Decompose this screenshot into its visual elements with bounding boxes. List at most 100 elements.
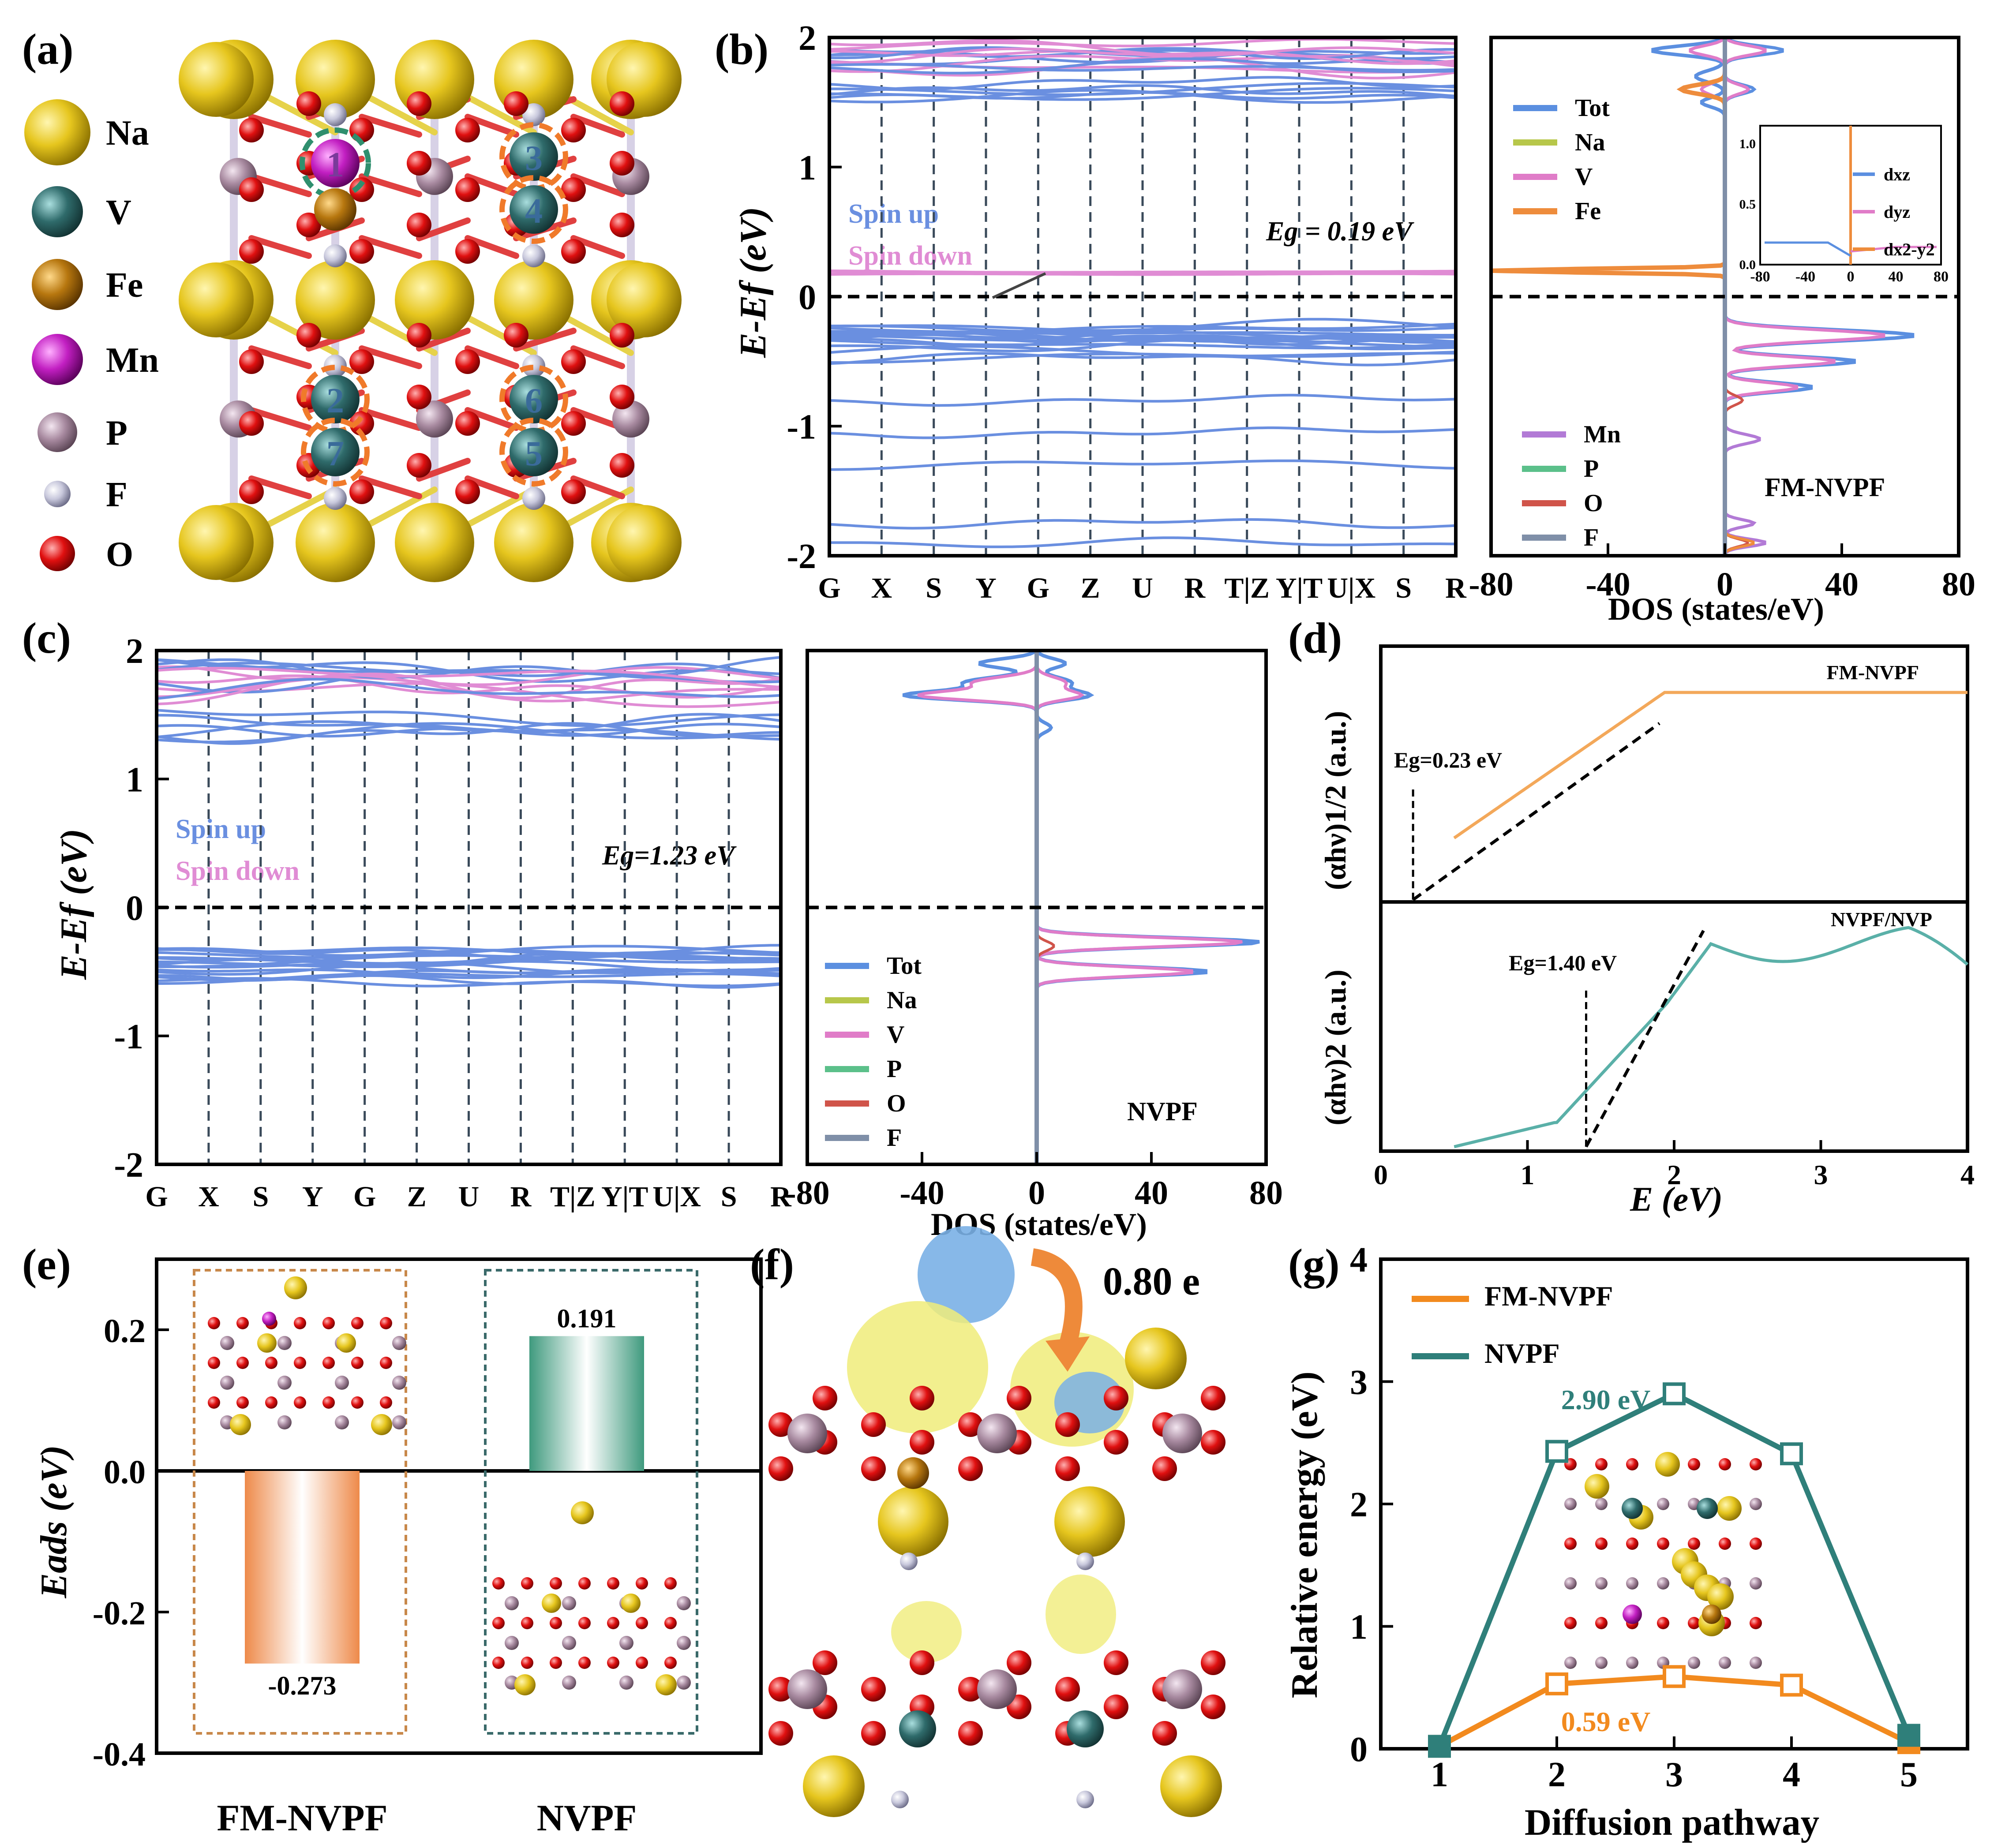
- o-atom: [294, 1396, 306, 1409]
- b-dos-name: FM-NVPF: [1765, 473, 1885, 502]
- y-tick-label: 1: [1350, 1608, 1368, 1647]
- dos-b: DOS (states/eV) FM-NVPF Fe -80 -40 0 40 80 To…: [1469, 36, 1975, 627]
- g-point: [1780, 1442, 1803, 1466]
- o-atom: [265, 1396, 277, 1409]
- band-line: [156, 662, 781, 684]
- o-atom: [236, 1357, 249, 1369]
- band-line: [829, 38, 1456, 51]
- x-tick-label: 1: [1521, 1159, 1535, 1190]
- inset-legend-label: dxz: [1884, 165, 1910, 184]
- x-tick-label: 2: [1548, 1755, 1566, 1794]
- f-atom: [522, 244, 545, 267]
- p-atom: [1564, 1657, 1577, 1669]
- b-dos-legend-tot: Tot: [1575, 94, 1610, 122]
- band-line: [156, 720, 781, 741]
- kpoint-label: S: [721, 1181, 737, 1213]
- v-atom: [899, 1710, 936, 1747]
- o-atom: [910, 1650, 934, 1675]
- d-top-name: FM-NVPF: [1827, 661, 1919, 684]
- x-tick-label: 40: [1825, 566, 1859, 603]
- p-atom: [1162, 1669, 1202, 1709]
- site-number-6: 6: [525, 382, 543, 420]
- o-atom: [1595, 1617, 1608, 1629]
- c-gap-label: Eg=1.23 eV: [602, 841, 737, 871]
- g-point: [1663, 1665, 1686, 1688]
- x-tick-label: 1: [1431, 1755, 1448, 1794]
- p-atom: [612, 400, 649, 438]
- v-atom-icon: [32, 186, 83, 237]
- v-o-bond: [248, 407, 312, 431]
- inset-x-tick-label: 80: [1934, 269, 1949, 285]
- y-tick-label: -1: [114, 1018, 143, 1056]
- p-atom: [1657, 1577, 1669, 1590]
- na-atom: [1054, 1486, 1125, 1557]
- y-tick-label: 2: [798, 19, 816, 58]
- p-atom: [787, 1669, 827, 1709]
- v-o-bond: [570, 475, 625, 499]
- band-structure-b: E-Ef (eV) Spin up Spin down Eg = 0.19 eV…: [732, 19, 1467, 604]
- band-line: [829, 352, 1456, 367]
- b-dos-legend-na: Na: [1575, 129, 1605, 156]
- o-atom: [1007, 1650, 1031, 1675]
- band-line: [156, 722, 781, 744]
- o-atom: [1688, 1617, 1700, 1629]
- e-bar-value-1: 0.191: [557, 1304, 617, 1333]
- band-line: [829, 518, 1456, 530]
- na-atom: [337, 1333, 356, 1353]
- x-tick-label: 80: [1249, 1175, 1283, 1212]
- p-atom: [1564, 1498, 1577, 1510]
- o-atom: [208, 1396, 220, 1409]
- v-o-bond: [570, 114, 625, 138]
- charge-accumulation-blob: [847, 1301, 988, 1433]
- d-bottom-curve: [1454, 926, 1969, 1148]
- o-atom: [910, 1430, 934, 1455]
- band-line: [156, 656, 781, 679]
- o-atom: [349, 118, 374, 142]
- o-atom: [1719, 1538, 1731, 1550]
- panel-label-a: (a): [22, 25, 74, 74]
- o-atom: [1564, 1617, 1577, 1629]
- g-point: [1545, 1672, 1568, 1695]
- inset-x-tick-label: 0: [1847, 269, 1855, 285]
- p-atom: [562, 1636, 576, 1650]
- p-atom: [1750, 1577, 1762, 1590]
- legend-label-mn: Mn: [106, 341, 159, 380]
- v-atom: [510, 375, 558, 423]
- o-atom: [610, 151, 634, 176]
- d-bottom-name: NVPF/NVP: [1831, 908, 1932, 931]
- o-atom: [239, 349, 264, 374]
- na-atom: [656, 1674, 677, 1695]
- o-atom: [636, 1617, 648, 1629]
- f-atom: [900, 1552, 918, 1570]
- band-line: [829, 536, 1456, 548]
- o-atom: [521, 1617, 533, 1629]
- o-atom: [561, 479, 586, 504]
- na-atom: [395, 40, 474, 119]
- o-atom: [349, 239, 374, 264]
- c-y-axis-label: E-Ef (eV): [53, 829, 94, 980]
- o-atom: [1719, 1458, 1731, 1470]
- v-o-bond: [248, 345, 312, 369]
- site-circle: [499, 418, 568, 486]
- x-tick-label: -80: [785, 1175, 829, 1212]
- o-atom: [610, 385, 634, 409]
- mn-atom: [311, 139, 360, 187]
- legend-item-f: F: [44, 475, 127, 514]
- kpoint-label: Y|T: [601, 1181, 648, 1213]
- adsorption-energy-e: Eads (eV) -0.273 0.191 0.2 0.0 -0.2 -0.4 FM-NV…: [33, 1257, 763, 1839]
- o-atom: [521, 1657, 533, 1669]
- legend-item-na: Na: [24, 99, 149, 165]
- na-atom: [494, 260, 573, 340]
- o-atom: [294, 1317, 306, 1329]
- e-plot-frame: [155, 1257, 763, 1755]
- o-atom: [561, 349, 586, 374]
- x-tick-label: 40: [1135, 1175, 1168, 1212]
- legend-label-v: V: [106, 193, 131, 232]
- y-tick-label: 0.0: [104, 1454, 146, 1491]
- o-atom: [265, 1357, 277, 1369]
- o-atom: [958, 1456, 983, 1481]
- site-number-3: 3: [525, 139, 543, 178]
- kpoint-label: Y|T: [1276, 572, 1323, 604]
- o-atom: [1595, 1458, 1608, 1470]
- band-line: [156, 709, 781, 727]
